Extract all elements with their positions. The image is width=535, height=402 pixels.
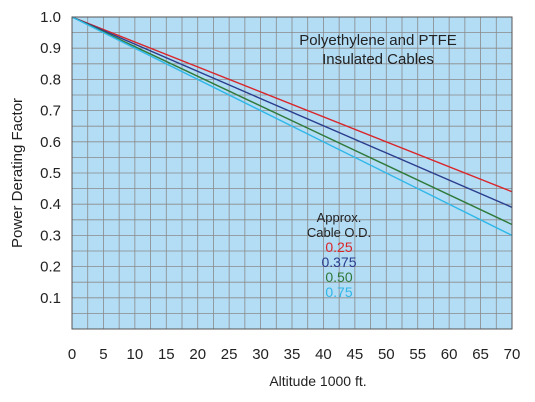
x-axis-label: Altitude 1000 ft. [269,373,366,389]
y-axis-label: Power Derating Factor [9,98,26,248]
legend-title-line-2: Cable O.D. [307,225,371,240]
x-tick-label: 25 [221,346,238,363]
x-tick-label: 65 [472,346,489,363]
y-tick-label: 0.4 [40,196,61,213]
x-tick-label: 70 [504,346,521,363]
y-tick-label: 0.1 [40,290,61,307]
y-tick-label: 0.2 [40,259,61,276]
x-tick-label: 40 [315,346,332,363]
y-tick-label: 1.0 [40,9,61,26]
x-tick-label: 35 [284,346,301,363]
plot-frame [71,16,513,330]
x-tick-label: 55 [409,346,426,363]
legend-title-line-1: Approx. [317,210,362,225]
series-line-3 [71,16,513,237]
x-tick-label: 45 [347,346,364,363]
x-tick-labels: 0 5 10 15 20 25 30 35 40 45 50 55 60 65 70 [68,346,521,363]
y-tick-label: 0.8 [40,71,61,88]
legend-entry-2: 0.50 [325,269,352,285]
x-tick-label: 0 [68,346,76,363]
series-line-2 [71,16,513,226]
x-tick-label: 60 [441,346,458,363]
y-tick-labels: 0.1 0.2 0.3 0.4 0.5 0.6 0.7 0.8 0.9 1.0 [40,9,61,307]
x-tick-label: 10 [127,346,144,363]
grid [71,16,513,330]
legend-entry-1: 0.375 [321,254,356,270]
series-line-1 [71,16,513,208]
y-tick-label: 0.5 [40,165,61,182]
y-tick-label: 0.9 [40,40,61,57]
x-tick-label: 30 [252,346,269,363]
x-tick-label: 5 [99,346,107,363]
y-tick-label: 0.3 [40,227,61,244]
y-tick-label: 0.6 [40,134,61,151]
legend-entry-0: 0.25 [325,239,352,255]
legend-entry-3: 0.75 [325,284,352,300]
series-lines [71,16,513,237]
x-tick-label: 15 [158,346,175,363]
chart-title-line-2: Insulated Cables [322,51,434,68]
x-tick-label: 50 [378,346,395,363]
series-line-0 [71,16,513,193]
y-tick-label: 0.7 [40,103,61,120]
chart-title-line-1: Polyethylene and PTFE [299,32,457,49]
x-tick-label: 20 [189,346,206,363]
